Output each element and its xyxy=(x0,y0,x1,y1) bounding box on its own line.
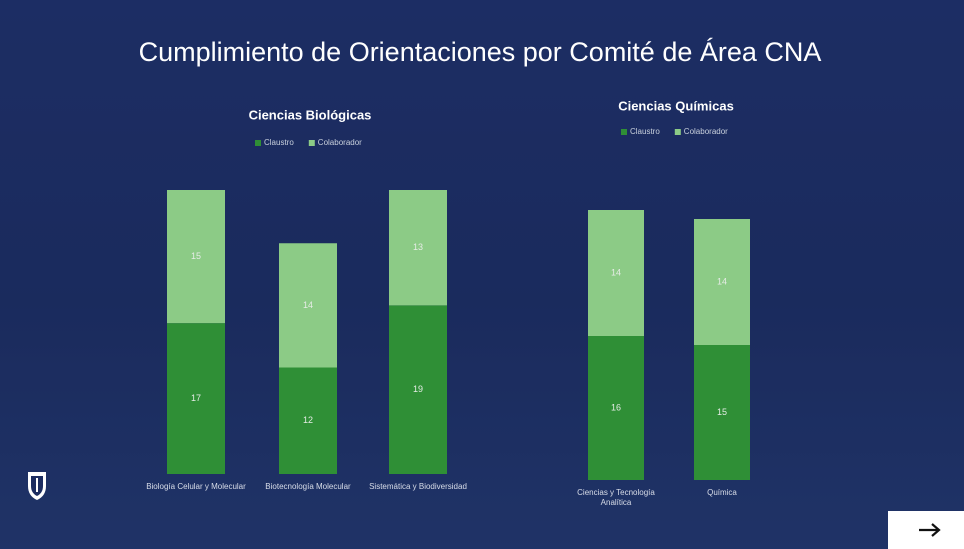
chart: Cumplimiento de Orientaciones por Comité… xyxy=(0,0,964,549)
data-label: 19 xyxy=(413,384,423,394)
chart-title: Ciencias Biológicas xyxy=(249,107,372,122)
background xyxy=(0,0,964,549)
legend-label: Colaborador xyxy=(684,127,728,136)
next-button[interactable] xyxy=(888,511,964,549)
legend-swatch xyxy=(309,140,315,146)
x-tick-label: Biotecnología Molecular xyxy=(258,482,358,492)
chart-title: Ciencias Químicas xyxy=(618,98,734,113)
data-label: 14 xyxy=(611,267,621,277)
x-tick-label: Ciencias y Tecnología Analítica xyxy=(566,488,666,508)
legend-swatch xyxy=(675,129,681,135)
x-tick-label: Química xyxy=(672,488,772,498)
legend-label: Claustro xyxy=(630,127,660,136)
legend-label: Claustro xyxy=(264,138,294,147)
data-label: 12 xyxy=(303,415,313,425)
data-label: 16 xyxy=(611,402,621,412)
data-label: 14 xyxy=(303,300,313,310)
legend-swatch xyxy=(621,129,627,135)
slide-title: Cumplimiento de Orientaciones por Comité… xyxy=(139,37,822,67)
data-label: 15 xyxy=(717,407,727,417)
data-label: 15 xyxy=(191,251,201,261)
data-label: 17 xyxy=(191,393,201,403)
x-tick-label: Sistemática y Biodiversidad xyxy=(368,482,468,492)
legend-swatch xyxy=(255,140,261,146)
data-label: 13 xyxy=(413,242,423,252)
legend-label: Colaborador xyxy=(318,138,362,147)
data-label: 14 xyxy=(717,276,727,286)
x-tick-label: Biología Celular y Molecular xyxy=(146,482,246,492)
slide: Cumplimiento de Orientaciones por Comité… xyxy=(0,0,964,549)
